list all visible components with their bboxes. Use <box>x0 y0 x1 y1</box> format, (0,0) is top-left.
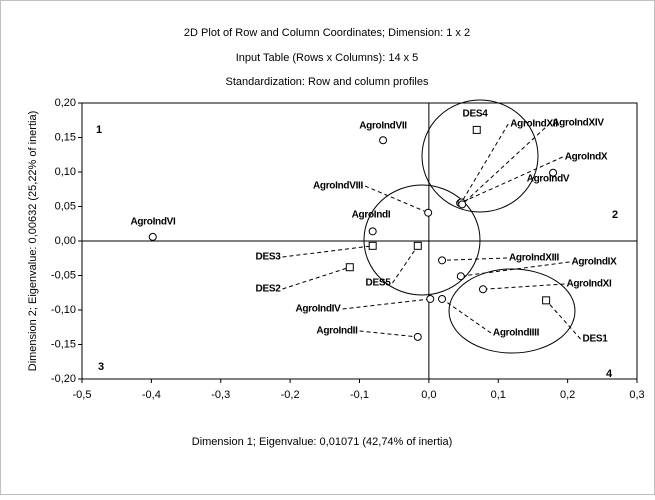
point <box>379 136 388 145</box>
x-tick-label: 0,2 <box>560 389 575 401</box>
y-tick-label: 0,20 <box>55 97 76 109</box>
x-tick-label: -0,5 <box>73 389 92 401</box>
point <box>458 200 467 209</box>
point-label: AgroIndIIII <box>493 328 540 339</box>
point-label: AgroIndVI <box>130 217 176 228</box>
point <box>438 294 447 303</box>
point-label: AgroIndI <box>352 210 391 221</box>
quadrant-label: 2 <box>612 209 618 221</box>
point-label: AgroIndX <box>565 152 608 163</box>
x-tick-label: -0,1 <box>350 389 369 401</box>
cluster-ellipse <box>363 184 481 296</box>
y-tick-label: -0,15 <box>51 338 76 350</box>
x-tick-label: 0,0 <box>421 389 436 401</box>
leader-line <box>392 245 419 284</box>
point <box>478 285 487 294</box>
point <box>472 125 481 134</box>
leader-line <box>461 122 551 205</box>
y-tick-label: -0,10 <box>51 304 76 316</box>
leader-line <box>545 300 581 340</box>
point <box>413 332 422 341</box>
y-axis-label: Dimension 2; Eigenvalue: 0,00632 (25,22%… <box>27 111 39 372</box>
y-tick-label: -0,05 <box>51 269 76 281</box>
point-label: DES3 <box>256 252 282 263</box>
x-tick-label: -0,4 <box>142 389 161 401</box>
point-label: AgroIndVII <box>359 121 407 132</box>
leader-line <box>461 123 509 203</box>
chart-subtitle: Input Table (Rows x Columns): 14 x 5 <box>236 52 419 64</box>
quadrant-label: 4 <box>606 368 613 380</box>
point-label: AgroIndIX <box>571 257 617 268</box>
point-label: AgroIndXIII <box>509 253 560 264</box>
cluster-ellipse <box>421 99 539 213</box>
point-label: DES5 <box>366 278 392 289</box>
x-tick-label: 0,3 <box>629 389 644 401</box>
x-tick-label: -0,2 <box>281 389 300 401</box>
point <box>426 294 435 303</box>
point <box>542 296 551 305</box>
leader-line <box>441 298 492 334</box>
leader-line <box>282 266 350 290</box>
point <box>413 241 422 250</box>
y-tick-label: 0,10 <box>55 166 76 178</box>
point <box>345 263 354 272</box>
point <box>424 208 433 217</box>
y-tick-label: -0,20 <box>51 373 76 385</box>
chart-subtitle: Standardization: Row and column profiles <box>225 76 429 88</box>
leader-line <box>459 156 563 204</box>
leader-line <box>460 261 570 277</box>
point-label: AgroIndII <box>316 326 358 337</box>
leader-line <box>359 330 418 338</box>
leader-line <box>342 298 431 310</box>
point-label: AgroIndVIII <box>313 181 364 192</box>
point <box>549 168 558 177</box>
point <box>148 232 157 241</box>
y-tick-label: 0,05 <box>55 200 76 212</box>
y-tick-label: 0,00 <box>55 235 76 247</box>
point <box>438 256 447 265</box>
y-tick-label: 0,15 <box>55 131 76 143</box>
point-label: DES1 <box>583 334 609 345</box>
point-label: DES2 <box>256 284 282 295</box>
leader-line <box>282 245 373 258</box>
point <box>456 272 465 281</box>
chart-title: 2D Plot of Row and Column Coordinates; D… <box>184 27 470 39</box>
quadrant-label: 3 <box>98 361 104 373</box>
point-label: AgroIndXI <box>566 279 612 290</box>
point <box>368 241 377 250</box>
point-label: AgroIndXII <box>510 119 558 130</box>
x-tick-label: -0,3 <box>211 389 230 401</box>
leader-line <box>364 185 429 214</box>
point-label: AgroIndXIV <box>552 118 604 129</box>
leader-line <box>442 257 508 261</box>
point-label: AgroIndIV <box>295 304 341 315</box>
x-tick-label: 0,1 <box>491 389 506 401</box>
x-axis-label: Dimension 1; Eigenvalue: 0,01071 (42,74%… <box>192 436 453 448</box>
point-label: DES4 <box>463 109 489 120</box>
quadrant-label: 1 <box>96 124 102 136</box>
point <box>368 227 377 236</box>
point-label: AgroIndV <box>527 174 570 185</box>
